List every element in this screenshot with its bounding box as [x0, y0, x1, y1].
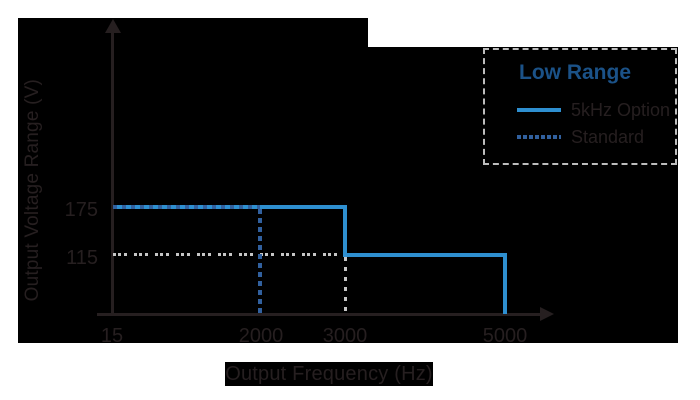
legend-item-5khz-option: 5kHz Option — [571, 100, 671, 120]
y-axis-line — [111, 30, 114, 313]
x-tick-3000: 3000 — [322, 325, 368, 347]
series-standard-175v-segment — [113, 205, 260, 209]
x-tick-15: 15 — [100, 325, 124, 347]
series-standard-2000hz-drop — [258, 209, 262, 314]
x-axis-title-box: Output Frequency (Hz) — [225, 362, 433, 386]
series-5khz-115v-segment — [343, 253, 507, 257]
guide-line-3000hz-vertical — [344, 257, 347, 313]
legend-item-standard: Standard — [571, 127, 645, 147]
y-axis-title-text: Output Voltage Range (V) — [22, 78, 43, 302]
x-axis-arrow-icon — [540, 307, 554, 321]
plot-background-upper-band — [18, 18, 368, 47]
x-tick-2000: 2000 — [238, 325, 284, 347]
legend-title: Low Range — [519, 61, 632, 84]
y-tick-115: 115 — [66, 247, 98, 269]
series-5khz-5000hz-drop — [503, 253, 507, 314]
legend-box — [483, 48, 677, 165]
x-axis-title-text: Output Frequency (Hz) — [225, 362, 433, 385]
x-tick-5000: 5000 — [482, 325, 528, 347]
y-axis-title: Output Voltage Range (V) — [18, 55, 48, 325]
x-axis-line — [97, 313, 540, 316]
legend-swatch-dashed-line — [517, 135, 561, 139]
plot-background-main — [18, 47, 678, 343]
series-5khz-3000hz-drop — [343, 205, 347, 257]
y-tick-175: 175 — [64, 199, 98, 221]
guide-line-115v-horizontal — [113, 253, 343, 256]
y-axis-arrow-icon — [105, 19, 121, 33]
legend-swatch-solid-line — [517, 108, 561, 112]
